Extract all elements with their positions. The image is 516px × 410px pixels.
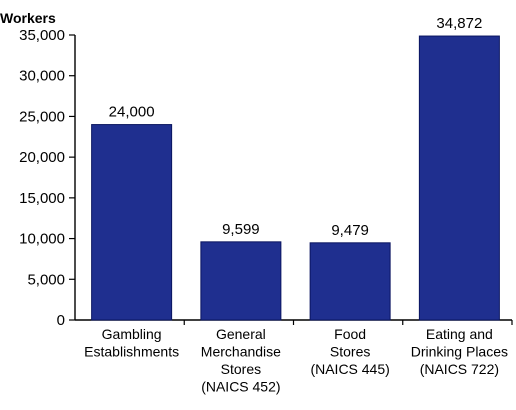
value-labels: 24,000 9,599 9,479 34,872	[109, 15, 483, 239]
category-labels: Gambling Establishments General Merchandise…	[84, 326, 508, 395]
bar-value-label: 9,599	[222, 221, 260, 238]
bar	[200, 241, 282, 321]
bars	[91, 35, 500, 321]
category-label-line: Food	[334, 326, 366, 342]
category-label-line: (NAICS 445)	[310, 361, 389, 377]
y-axis-title: Workers	[0, 10, 56, 26]
bar-value-label: 9,479	[331, 222, 369, 239]
category-label: General Merchandise Stores (NAICS 452)	[201, 326, 281, 395]
y-tick-label: 0	[57, 312, 65, 329]
y-tick-label: 15,000	[19, 190, 65, 207]
y-tick-label: 20,000	[19, 149, 65, 166]
y-tick-label: 35,000	[19, 27, 65, 44]
category-label: Food Stores (NAICS 445)	[310, 326, 389, 377]
bar-value-label: 24,000	[109, 104, 155, 121]
category-label-line: (NAICS 722)	[420, 361, 499, 377]
category-label-line: Merchandise	[201, 344, 281, 360]
bar-value-label: 34,872	[436, 15, 482, 32]
y-axis-ticks: 0 5,000 10,000 15,000 20,000 25,000 30,000 35,0…	[19, 27, 513, 329]
y-tick-label: 10,000	[19, 231, 65, 248]
category-label-line: General	[216, 326, 266, 342]
y-tick-label: 30,000	[19, 68, 65, 85]
category-label-line: Eating and	[426, 326, 493, 342]
category-label: Eating and Drinking Places (NAICS 722)	[411, 326, 508, 377]
category-label-line: (NAICS 452)	[201, 379, 280, 395]
y-tick-label: 25,000	[19, 108, 65, 125]
category-label-line: Gambling	[102, 326, 162, 342]
category-label-line: Establishments	[84, 344, 179, 360]
category-label-line: Stores	[330, 344, 370, 360]
bar	[309, 242, 391, 321]
category-label-line: Stores	[221, 361, 261, 377]
y-tick-label: 5,000	[27, 271, 65, 288]
category-label-line: Drinking Places	[411, 344, 508, 360]
bar	[91, 124, 173, 321]
category-label: Gambling Establishments	[84, 326, 179, 360]
bar	[418, 35, 500, 321]
